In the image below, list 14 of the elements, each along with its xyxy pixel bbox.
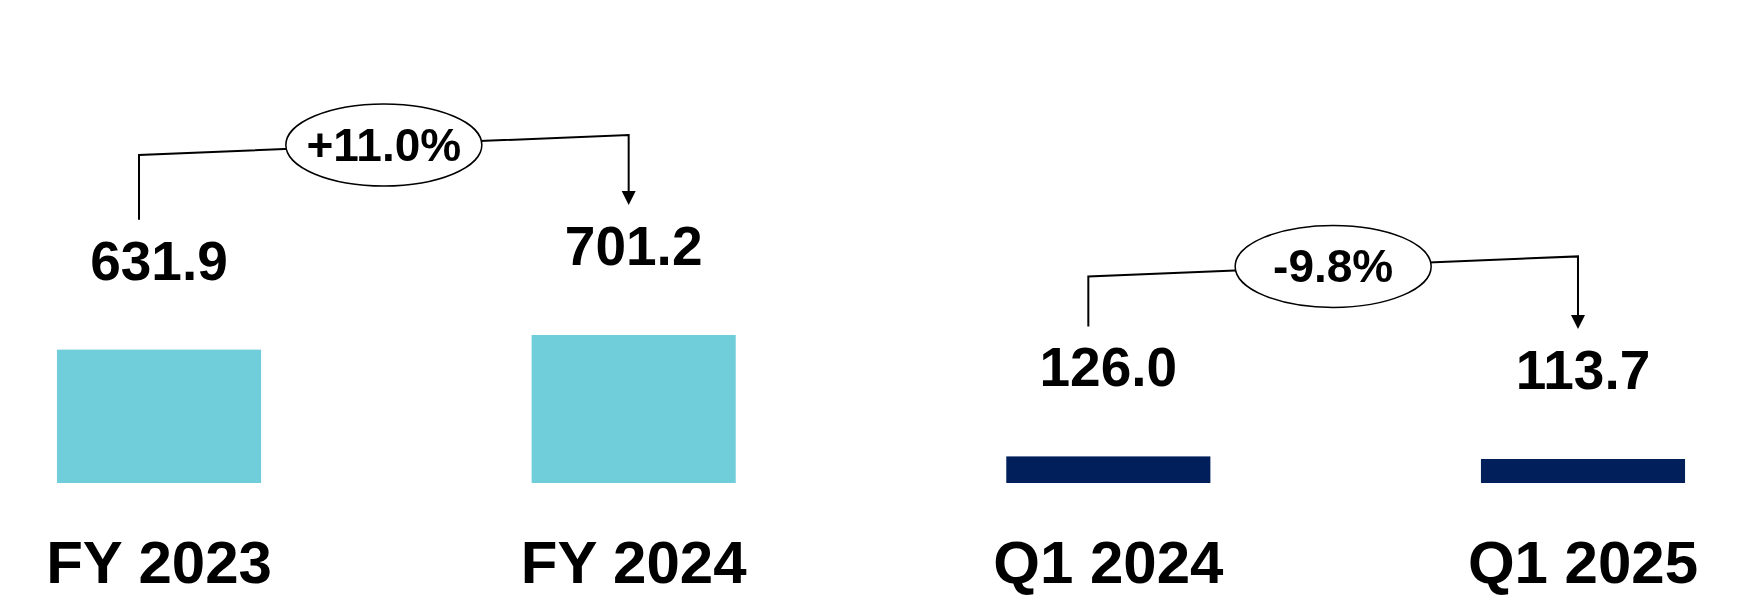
data-label: 126.0 (1039, 336, 1178, 399)
x-tick-label: Q1 2024 (993, 529, 1225, 596)
text: +11.0% (306, 119, 462, 171)
bar (56, 349, 262, 483)
x-tick-label: FY 2024 (520, 529, 748, 596)
data-label: 113.7 (1515, 339, 1651, 401)
x-tick-label: Q1 2025 (1467, 529, 1699, 596)
text: -9.8% (1273, 240, 1394, 293)
x-tick-label: FY 2023 (46, 529, 272, 596)
bar (531, 335, 736, 483)
bar (1480, 459, 1686, 483)
bar (1006, 456, 1211, 483)
data-label: 631.9 (90, 229, 228, 292)
data-label: 701.2 (564, 215, 703, 277)
